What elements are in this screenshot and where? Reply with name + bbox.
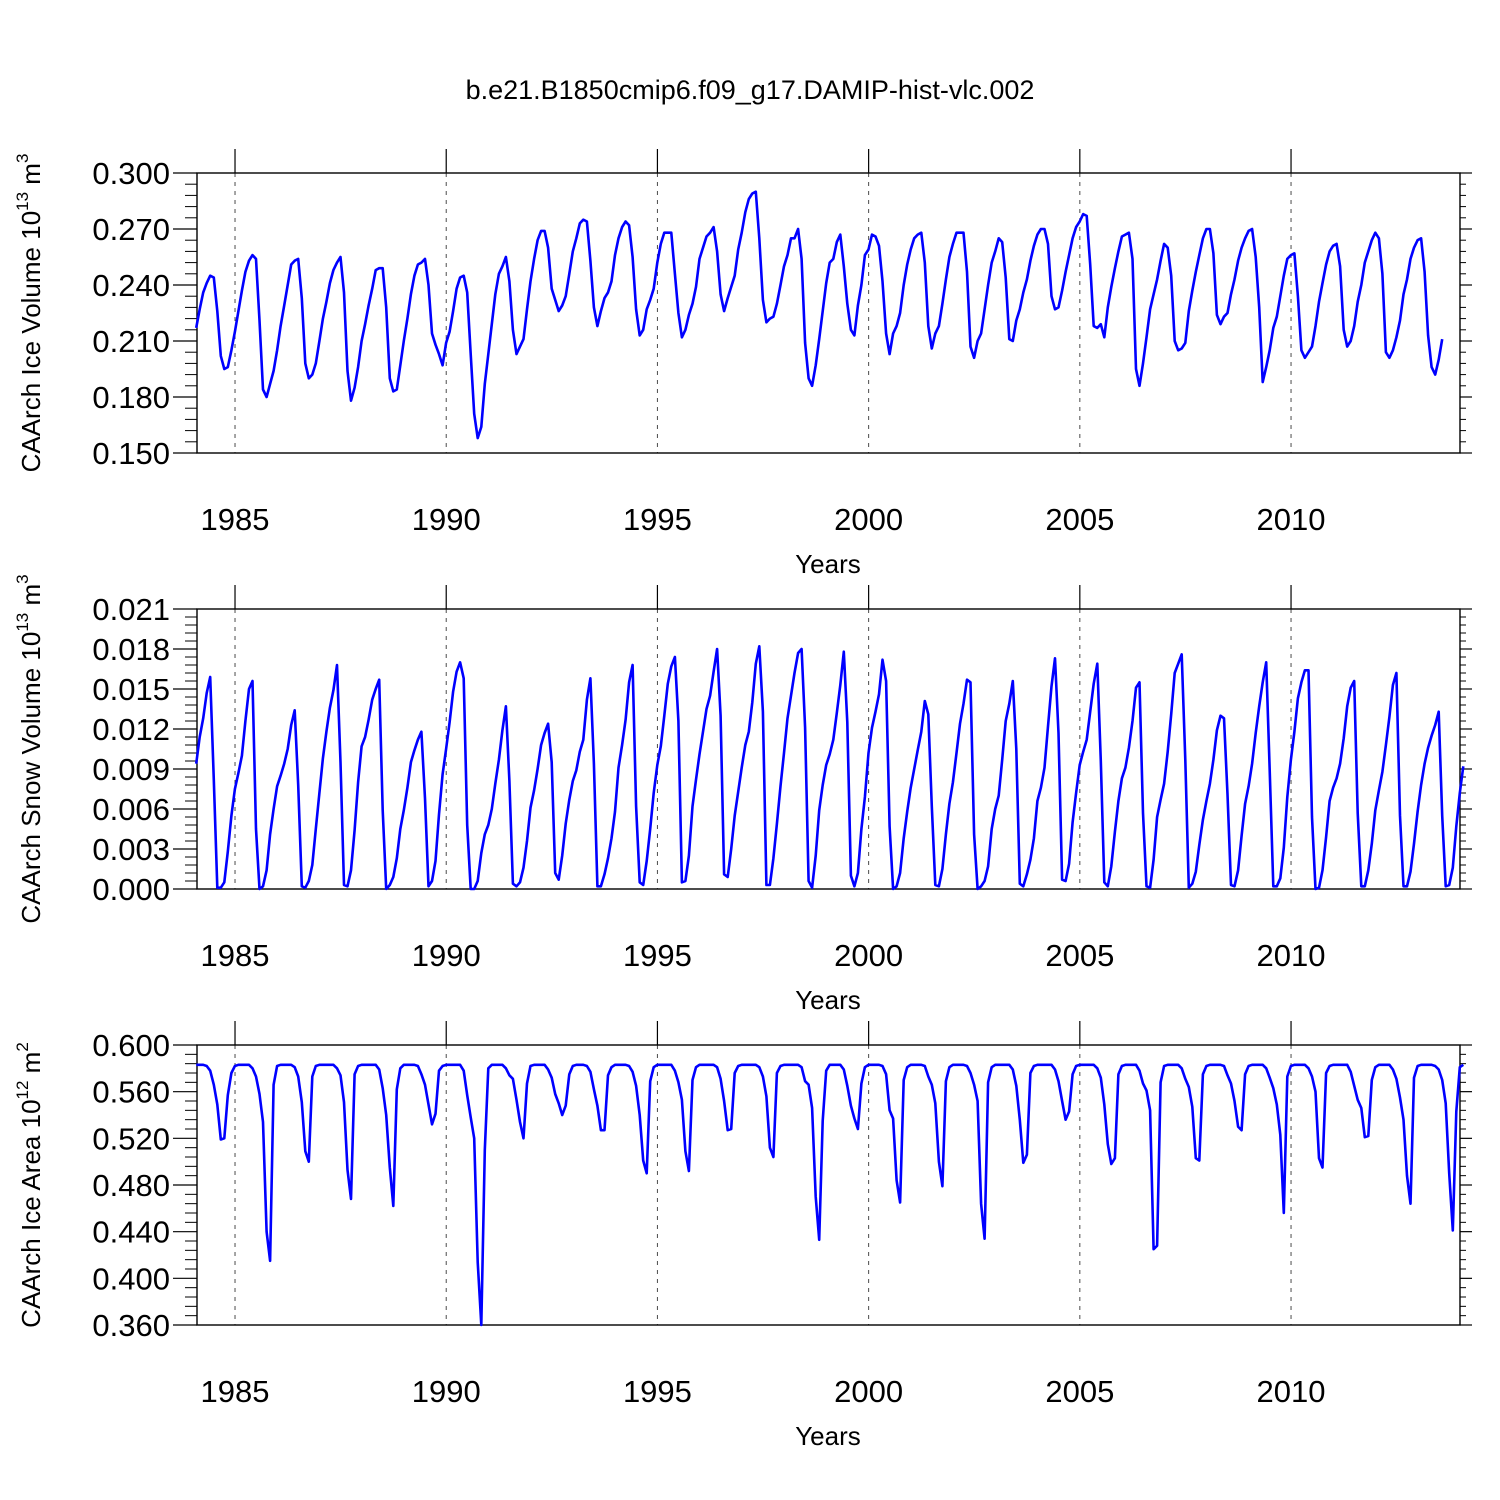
x-tick-label: 2010 bbox=[1257, 938, 1326, 973]
y-axis-label-unit: m bbox=[16, 584, 46, 613]
x-tick-label: 1985 bbox=[201, 938, 270, 973]
x-tick-label: 2005 bbox=[1045, 1374, 1114, 1409]
x-tick-label: 1990 bbox=[412, 502, 481, 537]
y-tick-label: 0.520 bbox=[92, 1121, 170, 1156]
plot-frame bbox=[196, 172, 1461, 454]
y-tick-label: 0.400 bbox=[92, 1261, 170, 1296]
y-tick-label: 0.018 bbox=[92, 632, 170, 667]
x-tick-label: 1995 bbox=[623, 502, 692, 537]
x-axis-label: Years bbox=[795, 985, 861, 1015]
y-axis-label-unit: m bbox=[16, 163, 46, 192]
x-tick-label: 2000 bbox=[834, 938, 903, 973]
x-tick-label: 1990 bbox=[412, 938, 481, 973]
panel-snow-volume: 0.000 0.003 0.006 0.009 0.012 0.015 0.018 0.021… bbox=[13, 574, 1472, 1015]
y-axis-label-unit-exponent: 3 bbox=[13, 154, 32, 163]
y-axis-label-exponent: 12 bbox=[13, 1081, 32, 1100]
x-axis-label: Years bbox=[795, 1421, 861, 1451]
plot-frame bbox=[196, 608, 1461, 890]
x-tick-label: 2005 bbox=[1045, 502, 1114, 537]
y-axis-label-unit: m bbox=[16, 1052, 46, 1081]
y-axis-label: CAArch Ice Volume 1013 m3 bbox=[13, 154, 46, 473]
series-line bbox=[194, 190, 1444, 440]
y-tick-label: 0.440 bbox=[92, 1215, 170, 1250]
y-tick-label: 0.150 bbox=[92, 436, 170, 471]
y-tick-label: 0.210 bbox=[92, 324, 170, 359]
y-tick-label: 0.560 bbox=[92, 1075, 170, 1110]
x-tick-label: 1985 bbox=[201, 502, 270, 537]
figure-title: b.e21.B1850cmip6.f09_g17.DAMIP-hist-vlc.… bbox=[466, 75, 1035, 105]
y-axis-label-unit-exponent: 2 bbox=[13, 1042, 32, 1051]
y-tick-label: 0.600 bbox=[92, 1028, 170, 1063]
y-tick-label: 0.000 bbox=[92, 872, 170, 907]
x-tick-label: 2000 bbox=[834, 502, 903, 537]
y-tick-label: 0.003 bbox=[92, 832, 170, 867]
y-tick-label: 0.270 bbox=[92, 212, 170, 247]
x-tick-label: 2010 bbox=[1257, 502, 1326, 537]
y-tick-label: 0.021 bbox=[92, 592, 170, 627]
series-line bbox=[196, 1063, 1465, 1327]
x-tick-label: 1985 bbox=[201, 1374, 270, 1409]
panel-ice-area: 0.360 0.400 0.440 0.480 0.520 0.560 0.600 1985 1… bbox=[13, 1021, 1472, 1451]
y-tick-label: 0.015 bbox=[92, 672, 170, 707]
y-axis-label-text: CAArch Ice Volume 10 bbox=[16, 211, 46, 473]
y-tick-label: 0.009 bbox=[92, 752, 170, 787]
x-tick-label: 2000 bbox=[834, 1374, 903, 1409]
y-tick-label: 0.360 bbox=[92, 1308, 170, 1343]
y-tick-label: 0.240 bbox=[92, 268, 170, 303]
y-tick-label: 0.180 bbox=[92, 380, 170, 415]
x-tick-label: 1995 bbox=[623, 938, 692, 973]
y-axis-label: CAArch Snow Volume 1013 m3 bbox=[13, 574, 46, 923]
panel-ice-volume: 0.150 0.180 0.210 0.240 0.270 0.300 1985 1990 19… bbox=[13, 149, 1472, 579]
x-axis-label: Years bbox=[795, 549, 861, 579]
y-tick-label: 0.012 bbox=[92, 712, 170, 747]
y-axis-label: CAArch Ice Area 1012 m2 bbox=[13, 1042, 46, 1328]
series-line bbox=[194, 644, 1465, 891]
x-tick-label: 2010 bbox=[1257, 1374, 1326, 1409]
y-tick-label: 0.300 bbox=[92, 156, 170, 191]
y-tick-label: 0.480 bbox=[92, 1168, 170, 1203]
y-axis-label-exponent: 13 bbox=[13, 613, 32, 632]
y-axis-label-text: CAArch Ice Area 10 bbox=[16, 1099, 46, 1327]
y-tick-label: 0.006 bbox=[92, 792, 170, 827]
y-axis-label-text: CAArch Snow Volume 10 bbox=[16, 632, 46, 924]
x-tick-label: 2005 bbox=[1045, 938, 1114, 973]
x-tick-label: 1995 bbox=[623, 1374, 692, 1409]
y-axis-label-exponent: 13 bbox=[13, 192, 32, 211]
x-tick-label: 1990 bbox=[412, 1374, 481, 1409]
y-axis-label-unit-exponent: 3 bbox=[13, 574, 32, 583]
plot-frame bbox=[196, 1044, 1461, 1326]
